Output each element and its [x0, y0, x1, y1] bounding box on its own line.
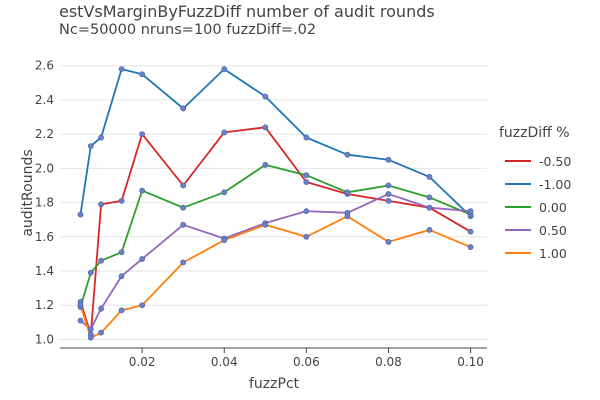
- data-point: [77, 302, 84, 309]
- data-point: [303, 134, 310, 141]
- chart-title: estVsMarginByFuzzDiff number of audit ro…: [59, 2, 435, 21]
- gridlines: [60, 65, 487, 340]
- data-point: [262, 221, 269, 228]
- y-tick-label: 2.6: [35, 59, 54, 73]
- legend-item[interactable]: -1.00: [505, 176, 571, 192]
- data-point: [303, 172, 310, 179]
- data-point: [139, 256, 146, 262]
- y-tick-label: 1.8: [35, 196, 54, 210]
- legend-swatch: [505, 229, 531, 231]
- legend-title: fuzzDiff %: [499, 125, 570, 141]
- data-point: [118, 249, 125, 256]
- legend-item[interactable]: 1.00: [505, 245, 567, 261]
- data-point: [303, 179, 310, 185]
- y-tick-label: 1.4: [35, 264, 54, 278]
- data-point: [139, 187, 146, 194]
- series-line--0.50: [79, 126, 472, 336]
- y-tick-label: 1.6: [35, 230, 54, 244]
- data-point: [87, 326, 94, 333]
- data-point: [77, 211, 84, 218]
- legend-label: -1.00: [539, 176, 572, 192]
- data-point: [180, 204, 187, 211]
- data-point: [87, 143, 94, 150]
- data-point: [467, 228, 474, 235]
- data-point: [426, 227, 433, 233]
- legend-label: 0.00: [539, 199, 567, 215]
- legend-swatch: [505, 183, 531, 185]
- legend-item[interactable]: 0.00: [505, 199, 567, 215]
- chart-subtitle: Nc=50000 nruns=100 fuzzDiff=.02: [59, 22, 317, 38]
- series-line-1.00: [79, 215, 471, 339]
- data-point: [385, 191, 392, 197]
- legend-item[interactable]: 0.50: [505, 222, 567, 238]
- data-point: [385, 182, 392, 189]
- legend-swatch: [505, 206, 531, 208]
- legend-label: 1.00: [539, 245, 567, 261]
- data-point: [180, 221, 187, 228]
- x-tick-label: 0.06: [293, 355, 320, 369]
- data-point: [87, 269, 94, 276]
- data-point: [98, 257, 104, 264]
- data-point: [98, 134, 104, 141]
- data-point: [87, 334, 94, 341]
- x-tick-label: 0.10: [457, 355, 484, 369]
- data-point: [139, 302, 146, 309]
- data-point: [262, 162, 269, 168]
- data-point: [221, 66, 228, 73]
- series-lines: [79, 68, 472, 339]
- data-point: [426, 174, 433, 180]
- data-point: [385, 156, 392, 163]
- legend-swatch: [505, 160, 531, 162]
- x-tick-label: 0.04: [211, 355, 238, 369]
- data-points: [77, 66, 474, 341]
- series-line-0.50: [79, 193, 471, 331]
- y-tick-label: 2.0: [35, 161, 54, 175]
- data-point: [344, 189, 351, 196]
- data-point: [467, 244, 474, 250]
- data-point: [221, 129, 228, 136]
- y-tick-label: 1.2: [35, 298, 54, 312]
- y-tick-label: 1.0: [35, 332, 54, 346]
- axes: 1.0 1.2 1.4 1.6 1.8 2.0 2.2 2.4 2.6 0.02 0.04 0.06 0…: [35, 59, 487, 369]
- data-point: [98, 305, 104, 312]
- x-tick-label: 0.02: [129, 355, 156, 369]
- data-point: [118, 66, 125, 73]
- legend-label: 0.50: [539, 222, 567, 238]
- data-point: [262, 93, 269, 100]
- data-point: [344, 151, 351, 158]
- data-point: [180, 182, 187, 189]
- x-axis-title: fuzzPct: [249, 376, 300, 392]
- data-point: [426, 204, 433, 211]
- y-tick-label: 2.4: [35, 93, 54, 107]
- data-point: [139, 71, 146, 78]
- data-point: [118, 197, 125, 204]
- data-point: [180, 259, 187, 266]
- data-point: [467, 208, 474, 215]
- y-tick-label: 2.2: [35, 127, 54, 141]
- data-point: [344, 213, 351, 220]
- data-point: [139, 131, 146, 138]
- y-axis-title: auditRounds: [20, 149, 36, 237]
- data-point: [118, 273, 125, 280]
- data-point: [180, 105, 187, 112]
- data-point: [98, 329, 104, 336]
- data-point: [98, 201, 104, 208]
- data-point: [77, 317, 84, 324]
- data-point: [118, 307, 125, 314]
- data-point: [385, 197, 392, 204]
- data-point: [426, 194, 433, 201]
- legend-label: -0.50: [539, 153, 572, 169]
- data-point: [221, 237, 228, 244]
- data-point: [221, 189, 228, 196]
- data-point: [262, 124, 269, 131]
- data-point: [303, 233, 310, 240]
- data-point: [385, 239, 392, 245]
- legend-item[interactable]: -0.50: [505, 153, 571, 169]
- legend-swatch: [505, 252, 531, 254]
- x-tick-label: 0.08: [375, 355, 402, 369]
- data-point: [303, 208, 310, 215]
